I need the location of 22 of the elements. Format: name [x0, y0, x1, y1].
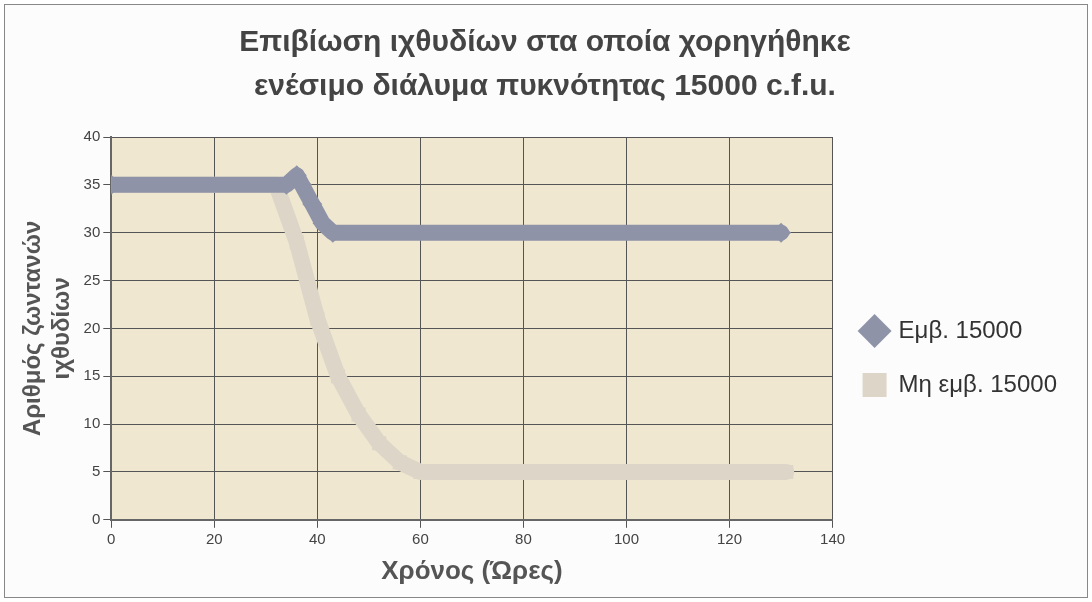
x-tick-label: 140 [820, 529, 846, 547]
x-tick-label: 0 [107, 529, 116, 547]
y-axis-title: Αριθμός ζωντανών ιχθυδίων [18, 220, 74, 437]
legend-label: Εμβ. 15000 [898, 315, 1023, 343]
x-tick-label: 100 [613, 529, 640, 547]
x-tick-label: 60 [412, 529, 429, 547]
y-tick-label: 0 [91, 509, 101, 527]
y-tick-label: 5 [91, 462, 101, 480]
x-tick-label: 20 [205, 529, 223, 547]
y-tick-label: 20 [83, 318, 101, 336]
y-tick-label: 10 [83, 414, 101, 432]
x-tick-label: 120 [717, 529, 743, 547]
y-tick-label: 40 [83, 127, 101, 145]
y-tick-label: 15 [83, 366, 101, 384]
chart-title: Επιβίωση ιχθυδίων στα οποία χορηγήθηκε ενέσιμο διάλυμα πυκνότητας 15000 c.f.u. [238, 23, 852, 103]
x-tick-label: 40 [309, 529, 326, 547]
x-axis-title: Χρόνος (Ώρες) [381, 554, 563, 585]
x-tick-label: 80 [515, 529, 532, 547]
y-tick-label: 25 [83, 270, 101, 288]
y-tick-label: 35 [83, 174, 101, 192]
y-tick-label: 30 [83, 222, 101, 240]
legend-label: Μη εμβ. 15000 [898, 369, 1058, 397]
